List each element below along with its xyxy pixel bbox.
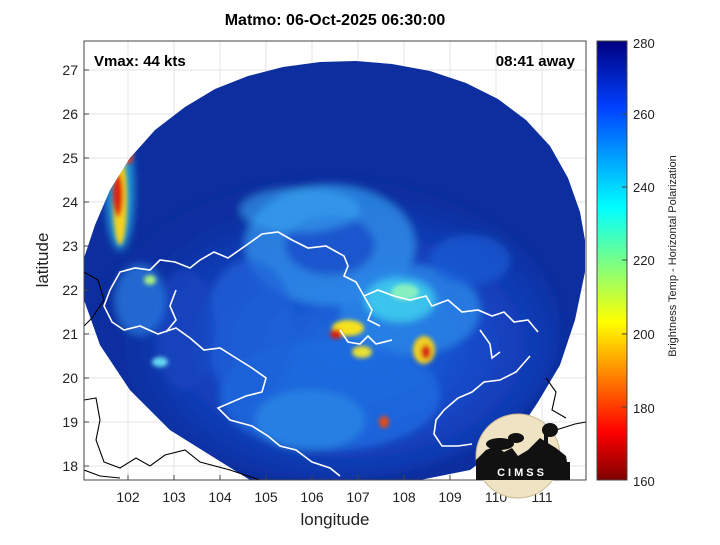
time-away-annotation: 08:41 away	[495, 53, 575, 70]
y-tick-label: 23	[62, 238, 78, 254]
brightness-temp-swath	[84, 61, 585, 480]
y-tick-label: 22	[62, 282, 78, 298]
y-tick-label: 24	[62, 194, 78, 210]
x-tick-labels: 102 103 104 105 106 107 108 109 110 111	[116, 489, 553, 505]
y-tick-label: 20	[62, 370, 78, 386]
colorbar-tick: 220	[633, 253, 655, 268]
y-tick-label: 19	[62, 414, 78, 430]
x-tick-label: 109	[438, 489, 462, 505]
colorbar: 160 180 200 220 240 260 280	[596, 36, 655, 489]
colorbar-tick: 260	[633, 107, 655, 122]
y-tick-label: 25	[62, 150, 78, 166]
y-tick-label: 21	[62, 326, 78, 342]
colorbar-tick: 160	[633, 474, 655, 489]
x-tick-label: 102	[116, 489, 140, 505]
x-tick-label: 104	[208, 489, 232, 505]
colorbar-tick: 240	[633, 180, 655, 195]
vmax-annotation: Vmax: 44 kts	[94, 53, 186, 70]
colorbar-tick: 180	[633, 401, 655, 416]
x-tick-label: 106	[300, 489, 324, 505]
y-tick-label: 18	[62, 458, 78, 474]
x-axis-label: longitude	[300, 510, 370, 529]
colorbar-tick: 200	[633, 327, 655, 342]
figure-title: Matmo: 06-Oct-2025 06:30:00	[224, 12, 446, 29]
x-tick-label: 103	[162, 489, 186, 505]
y-axis-label: latitude	[33, 232, 52, 288]
y-tick-label: 26	[62, 106, 78, 122]
x-tick-label: 107	[346, 489, 370, 505]
colorbar-label: Brightness Temp - Horizontal Polarizatio…	[667, 155, 679, 357]
logo-text: CIMSS	[497, 467, 547, 479]
x-tick-label: 108	[392, 489, 416, 505]
x-tick-label: 105	[254, 489, 278, 505]
y-tick-labels: 18 19 20 21 22 23 24 25 26 27	[62, 62, 78, 474]
colorbar-tick: 280	[633, 36, 655, 51]
axes-box	[83, 40, 587, 481]
y-tick-label: 27	[62, 62, 78, 78]
cimss-logo: CIMSS	[475, 413, 570, 499]
